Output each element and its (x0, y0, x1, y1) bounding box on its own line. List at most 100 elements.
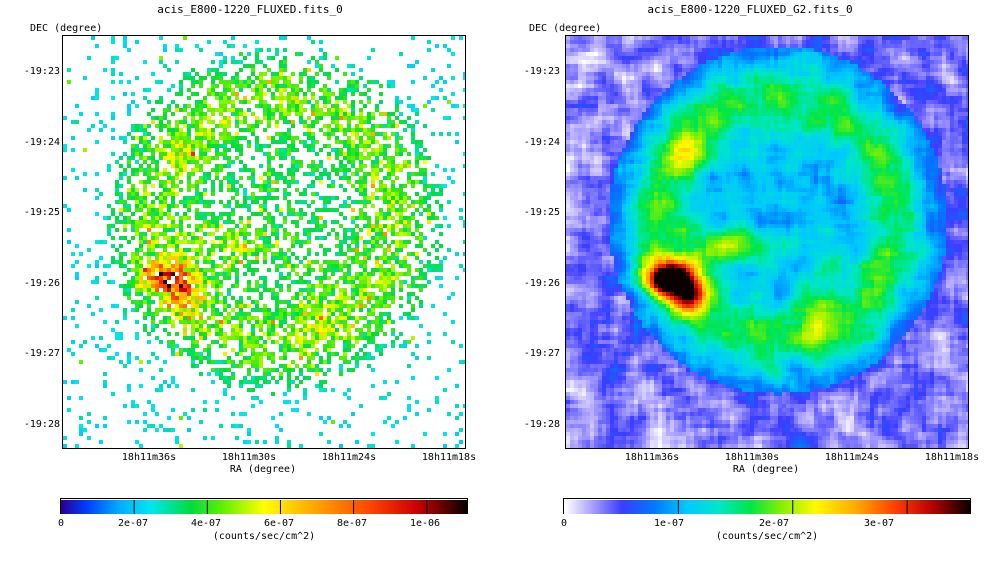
left-heatmap-pixel (395, 140, 399, 144)
left-heatmap-pixel (327, 328, 331, 332)
right-heatmap-pixel (658, 68, 662, 72)
left-heatmap-pixel (371, 236, 375, 240)
left-heatmap-pixel (191, 80, 195, 84)
left-heatmap-pixel (359, 216, 363, 220)
left-heatmap-pixel (231, 60, 235, 64)
left-heatmap-pixel (175, 160, 179, 164)
right-heatmap-pixel (806, 40, 810, 44)
left-heatmap-pixel (323, 104, 327, 108)
left-heatmap-pixel (339, 424, 343, 428)
left-heatmap-pixel (343, 324, 347, 328)
left-heatmap-pixel (279, 272, 283, 276)
left-heatmap-pixel (363, 172, 367, 176)
right-heatmap-pixel (722, 72, 726, 76)
right-heatmap-pixel (710, 48, 714, 52)
left-heatmap-pixel (251, 364, 255, 368)
left-heatmap-pixel (319, 304, 323, 308)
left-heatmap-pixel (151, 244, 155, 248)
left-heatmap-pixel (271, 392, 275, 396)
left-heatmap-pixel (447, 132, 451, 136)
left-heatmap-pixel (123, 140, 127, 144)
left-heatmap-pixel (375, 316, 379, 320)
right-heatmap-pixel (658, 48, 662, 52)
right-heatmap-pixel (698, 36, 702, 40)
colorbar-swatch (295, 500, 298, 514)
right-heatmap-pixel (966, 72, 968, 76)
left-heatmap-pixel (423, 248, 427, 252)
left-heatmap-pixel (335, 264, 339, 268)
left-heatmap-pixel (159, 272, 163, 276)
right-heatmap-pixel (670, 64, 674, 68)
left-heatmap-pixel (363, 156, 367, 160)
right-heatmap-pixel (690, 72, 694, 76)
left-heatmap-pixel (171, 408, 175, 412)
left-heatmap-pixel (135, 144, 139, 148)
left-heatmap-pixel (179, 136, 183, 140)
left-heatmap-pixel (379, 180, 383, 184)
left-heatmap-pixel (139, 164, 143, 168)
left-heatmap-pixel (247, 208, 251, 212)
left-heatmap-pixel (199, 248, 203, 252)
left-heatmap-pixel (243, 380, 247, 384)
left-heatmap-pixel (275, 76, 279, 80)
left-heatmap-pixel (143, 300, 147, 304)
left-heatmap-pixel (219, 104, 223, 108)
right-heatmap-pixel (814, 52, 818, 56)
left-heatmap-pixel (115, 216, 119, 220)
colorbar-swatch (431, 500, 434, 514)
right-heatmap-pixel (718, 36, 722, 40)
left-y-tick: -19:25 (23, 207, 60, 218)
right-heatmap-pixel (690, 56, 694, 60)
left-heatmap-pixel (363, 132, 367, 136)
left-heatmap-pixel (295, 320, 299, 324)
left-heatmap-pixel (175, 124, 179, 128)
left-heatmap-pixel (319, 284, 323, 288)
left-heatmap-pixel (139, 276, 143, 280)
left-heatmap-pixel (307, 144, 311, 148)
left-heatmap-pixel (215, 228, 219, 232)
colorbar-swatch (389, 500, 392, 514)
left-heatmap-pixel (167, 120, 171, 124)
right-heatmap-pixel (794, 48, 798, 52)
left-heatmap-pixel (151, 316, 155, 320)
right-heatmap-pixel (622, 44, 626, 48)
right-heatmap-pixel (742, 40, 746, 44)
right-heatmap-pixel (750, 44, 754, 48)
left-heatmap-pixel (399, 120, 403, 124)
left-heatmap-pixel (263, 244, 267, 248)
right-heatmap-pixel (778, 40, 782, 44)
right-heatmap-pixel (670, 68, 674, 72)
colorbar-swatch (75, 500, 78, 514)
right-heatmap-pixel (718, 64, 722, 68)
right-heatmap-pixel (718, 68, 722, 72)
left-heatmap-pixel (339, 240, 343, 244)
colorbar-swatch (93, 500, 96, 514)
left-heatmap-pixel (343, 132, 347, 136)
left-heatmap-pixel (159, 116, 163, 120)
left-heatmap-pixel (351, 172, 355, 176)
left-heatmap-pixel (419, 288, 423, 292)
left-heatmap-pixel (127, 296, 131, 300)
left-heatmap-pixel (363, 272, 367, 276)
left-heatmap-pixel (407, 240, 411, 244)
left-heatmap-pixel (147, 240, 151, 244)
right-heatmap-pixel (602, 60, 606, 64)
right-heatmap-pixel (690, 64, 694, 68)
left-heatmap-pixel (315, 308, 319, 312)
left-heatmap-pixel (255, 356, 259, 360)
left-heatmap-pixel (323, 100, 327, 104)
left-heatmap-pixel (367, 156, 371, 160)
left-heatmap-pixel (363, 276, 367, 280)
left-heatmap-pixel (379, 328, 383, 332)
left-heatmap-pixel (143, 128, 147, 132)
left-heatmap-pixel (219, 256, 223, 260)
left-heatmap-pixel (215, 328, 219, 332)
left-heatmap-pixel (371, 312, 375, 316)
left-heatmap-pixel (159, 264, 163, 268)
left-heatmap-pixel (263, 92, 267, 96)
left-heatmap-pixel (187, 112, 191, 116)
right-heatmap-pixel (802, 52, 806, 56)
left-heatmap-pixel (155, 124, 159, 128)
left-heatmap-pixel (387, 208, 391, 212)
left-heatmap-pixel (387, 188, 391, 192)
